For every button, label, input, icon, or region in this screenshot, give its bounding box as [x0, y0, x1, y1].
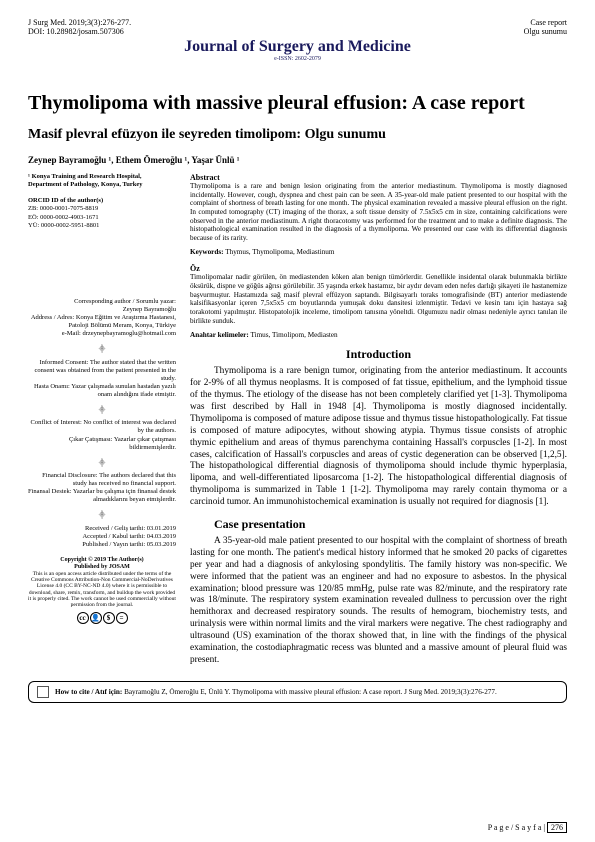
keywords-en: Keywords: Thymus, Thymolipoma, Mediastin…	[190, 248, 567, 256]
copyright-body: This is an open access article distribut…	[28, 571, 176, 609]
left-sidebar: ¹ Konya Training and Research Hospital, …	[28, 173, 176, 667]
article-subtitle-tr: Masif plevral efüzyon ile seyreden timol…	[28, 127, 567, 143]
coi-block: Conflict of Interest: No conflict of int…	[28, 419, 176, 452]
cite-text: Bayramoğlu Z, Ömeroğlu E, Ünlü Y. Thymol…	[124, 688, 497, 696]
kw-tr-label: Anahtar kelimeler:	[190, 331, 249, 339]
orcid-yu: YÜ: 0000-0002-5951-8801	[28, 222, 176, 230]
journal-header: Journal of Surgery and Medicine e-ISSN: …	[28, 38, 567, 62]
cite-marker-icon	[37, 686, 49, 698]
case-body: A 35-year-old male patient presented to …	[190, 536, 567, 667]
nc-icon: $	[103, 612, 115, 624]
orcid-eo: EÖ: 0000-0002-4903-1671	[28, 214, 176, 222]
introduction-heading: Introduction	[190, 347, 567, 362]
separator-icon: ⸎	[28, 407, 176, 415]
separator-icon: ⸎	[28, 512, 176, 520]
copyright-block: Copyright © 2019 The Author(s) Published…	[28, 557, 176, 624]
addr-label: Address / Adres:	[31, 314, 74, 321]
separator-icon: ⸎	[28, 460, 176, 468]
page-footer: P a g e / S a y f a | 276	[488, 823, 567, 832]
page-number: 276	[547, 822, 567, 833]
corresponding-name: Zeynep Bayramoğlu	[28, 306, 176, 314]
how-to-cite-box: How to cite / Atıf için: Bayramoğlu Z, Ö…	[28, 681, 567, 703]
copyright-l2: Published by JOSAM	[28, 564, 176, 571]
footer-label: P a g e / S a y f a |	[488, 823, 545, 832]
accepted-date: Accepted / Kabul tarihi: 04.03.2019	[28, 533, 176, 541]
top-meta-row: J Surg Med. 2019;3(3):276-277. DOI: 10.2…	[28, 18, 567, 36]
introduction-body: Thymolipoma is a rare benign tumor, orig…	[190, 366, 567, 509]
keywords-tr: Anahtar kelimeler: Timus, Timolipom, Med…	[190, 331, 567, 339]
kw-tr-text: Timus, Timolipom, Mediasten	[250, 331, 337, 339]
case-heading: Case presentation	[190, 517, 567, 532]
article-type-tr: Olgu sunumu	[524, 27, 567, 36]
article-type-en: Case report	[524, 18, 567, 27]
two-column-layout: ¹ Konya Training and Research Hospital, …	[28, 173, 567, 667]
consent-en: Informed Consent: The author stated that…	[28, 359, 176, 383]
nd-icon: =	[116, 612, 128, 624]
abstract-head-en: Abstract	[190, 173, 567, 182]
doi-line: DOI: 10.28982/josam.507306	[28, 27, 131, 36]
by-icon: 👤	[90, 612, 102, 624]
top-right: Case report Olgu sunumu	[524, 18, 567, 36]
email-val: drzeynepbayramoglu@hotmail.com	[82, 330, 176, 337]
kw-en-label: Keywords:	[190, 248, 224, 256]
orcid-block: ORCID ID of the author(s) ZB: 0000-0001-…	[28, 197, 176, 230]
coi-tr: Çıkar Çatışması: Yazarlar çıkar çatışmas…	[28, 436, 176, 452]
affiliation-line2: Department of Pathology, Konya, Turkey	[28, 181, 176, 189]
coi-en: Conflict of Interest: No conflict of int…	[28, 419, 176, 435]
abstract-tr: Öz Timolipomalar nadir görülen, ön media…	[190, 264, 567, 339]
abstract-body-en: Thymolipoma is a rare and benign lesion …	[190, 182, 567, 242]
email-label: e-Mail:	[62, 330, 81, 337]
consent-block: Informed Consent: The author stated that…	[28, 359, 176, 400]
received-date: Received / Geliş tarihi: 03.01.2019	[28, 525, 176, 533]
citation-line: J Surg Med. 2019;3(3):276-277.	[28, 18, 131, 27]
separator-icon: ⸎	[28, 346, 176, 354]
right-main-column: Abstract Thymolipoma is a rare and benig…	[190, 173, 567, 667]
cc-icon: cc	[77, 612, 89, 624]
kw-en-text: Thymus, Thymolipoma, Mediastinum	[225, 248, 334, 256]
consent-tr: Hasta Onamı: Yazar çalışmada sunulan has…	[28, 383, 176, 399]
fin-tr: Finansal Destek: Yazarlar bu çalışma içi…	[28, 488, 176, 504]
published-date: Published / Yayın tarihi: 05.03.2019	[28, 541, 176, 549]
affiliation-line1: ¹ Konya Training and Research Hospital,	[28, 173, 176, 181]
journal-issn: e-ISSN: 2602-2079	[28, 56, 567, 62]
addr-body: Konya Eğitim ve Araştırma Hastanesi, Pat…	[69, 314, 176, 329]
abstract-head-tr: Öz	[190, 264, 567, 273]
corresponding-block: Corresponding author / Sorumlu yazar: Ze…	[28, 298, 176, 339]
fin-en: Financial Disclosure: The authors declar…	[28, 472, 176, 488]
orcid-zb: ZB: 0000-0001-7075-8819	[28, 205, 176, 213]
cite-label: How to cite / Atıf için:	[55, 688, 122, 696]
corresponding-head: Corresponding author / Sorumlu yazar:	[28, 298, 176, 306]
orcid-head: ORCID ID of the author(s)	[28, 197, 176, 205]
authors-line: Zeynep Bayramoğlu ¹, Ethem Ömeroğlu ¹, Y…	[28, 155, 567, 165]
dates-block: Received / Geliş tarihi: 03.01.2019 Acce…	[28, 525, 176, 549]
top-left: J Surg Med. 2019;3(3):276-277. DOI: 10.2…	[28, 18, 131, 36]
abstract-en: Abstract Thymolipoma is a rare and benig…	[190, 173, 567, 256]
cite-content: How to cite / Atıf için: Bayramoğlu Z, Ö…	[55, 688, 497, 696]
article-title: Thymolipoma with massive pleural effusio…	[28, 92, 567, 115]
copyright-l1: Copyright © 2019 The Author(s)	[28, 557, 176, 564]
journal-name: Journal of Surgery and Medicine	[28, 38, 567, 56]
cc-icons-row: cc 👤 $ =	[28, 612, 176, 624]
abstract-body-tr: Timolipomalar nadir görülen, ön mediaste…	[190, 273, 567, 325]
affiliation-block: ¹ Konya Training and Research Hospital, …	[28, 173, 176, 189]
fin-block: Financial Disclosure: The authors declar…	[28, 472, 176, 505]
